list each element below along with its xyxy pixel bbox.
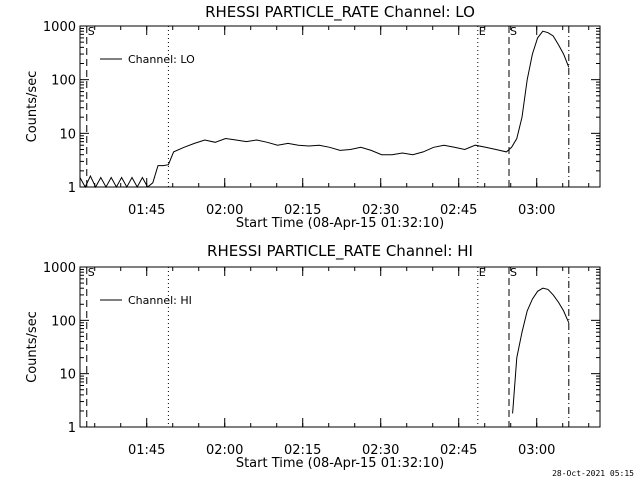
x-tick-label: 03:00 xyxy=(518,443,555,458)
x-tick-label: 01:45 xyxy=(128,203,165,218)
x-tick-label: 02:00 xyxy=(206,203,243,218)
x-axis-label: Start Time (08-Apr-15 01:32:10) xyxy=(236,456,444,471)
x-tick-label: 02:30 xyxy=(362,443,399,458)
event-marker-label: S xyxy=(510,266,517,279)
x-axis-label: Start Time (08-Apr-15 01:32:10) xyxy=(236,216,444,231)
event-marker-label: S xyxy=(510,25,517,38)
x-tick-label: 01:45 xyxy=(128,443,165,458)
y-axis-label: Counts/sec xyxy=(25,71,40,143)
x-tick-label: 02:45 xyxy=(440,443,477,458)
y-tick-label: 1 xyxy=(68,421,76,436)
y-tick-label: 10 xyxy=(59,368,76,383)
x-tick-label: 02:45 xyxy=(440,203,477,218)
event-marker-label: E xyxy=(479,266,486,279)
y-tick-label: 100 xyxy=(51,74,76,89)
chart-title: RHESSI PARTICLE_RATE Channel: HI xyxy=(207,242,473,261)
y-tick-label: 10 xyxy=(59,127,76,142)
y-axis-label: Counts/sec xyxy=(25,311,40,383)
event-marker-label: S xyxy=(88,266,95,279)
legend-label: Channel: LO xyxy=(128,53,195,66)
series-line xyxy=(79,30,570,189)
y-tick-label: 100 xyxy=(51,314,76,329)
x-tick-label: 02:15 xyxy=(284,203,321,218)
y-tick-label: 1000 xyxy=(43,20,76,35)
event-marker-label: E xyxy=(479,25,486,38)
x-tick-label: 02:30 xyxy=(362,203,399,218)
x-tick-label: 02:00 xyxy=(206,443,243,458)
series-line xyxy=(512,287,570,414)
timestamp-label: 28-Oct-2021 05:15 xyxy=(552,469,634,478)
plot-frame xyxy=(79,25,601,188)
y-tick-label: 1 xyxy=(68,181,76,196)
event-marker-label: S xyxy=(88,25,95,38)
plot-frame xyxy=(79,266,601,428)
x-tick-label: 02:15 xyxy=(284,443,321,458)
chart-title: RHESSI PARTICLE_RATE Channel: LO xyxy=(205,3,475,22)
x-tick-label: 03:00 xyxy=(518,203,555,218)
y-tick-label: 1000 xyxy=(43,261,76,276)
legend-label: Channel: HI xyxy=(128,294,192,307)
